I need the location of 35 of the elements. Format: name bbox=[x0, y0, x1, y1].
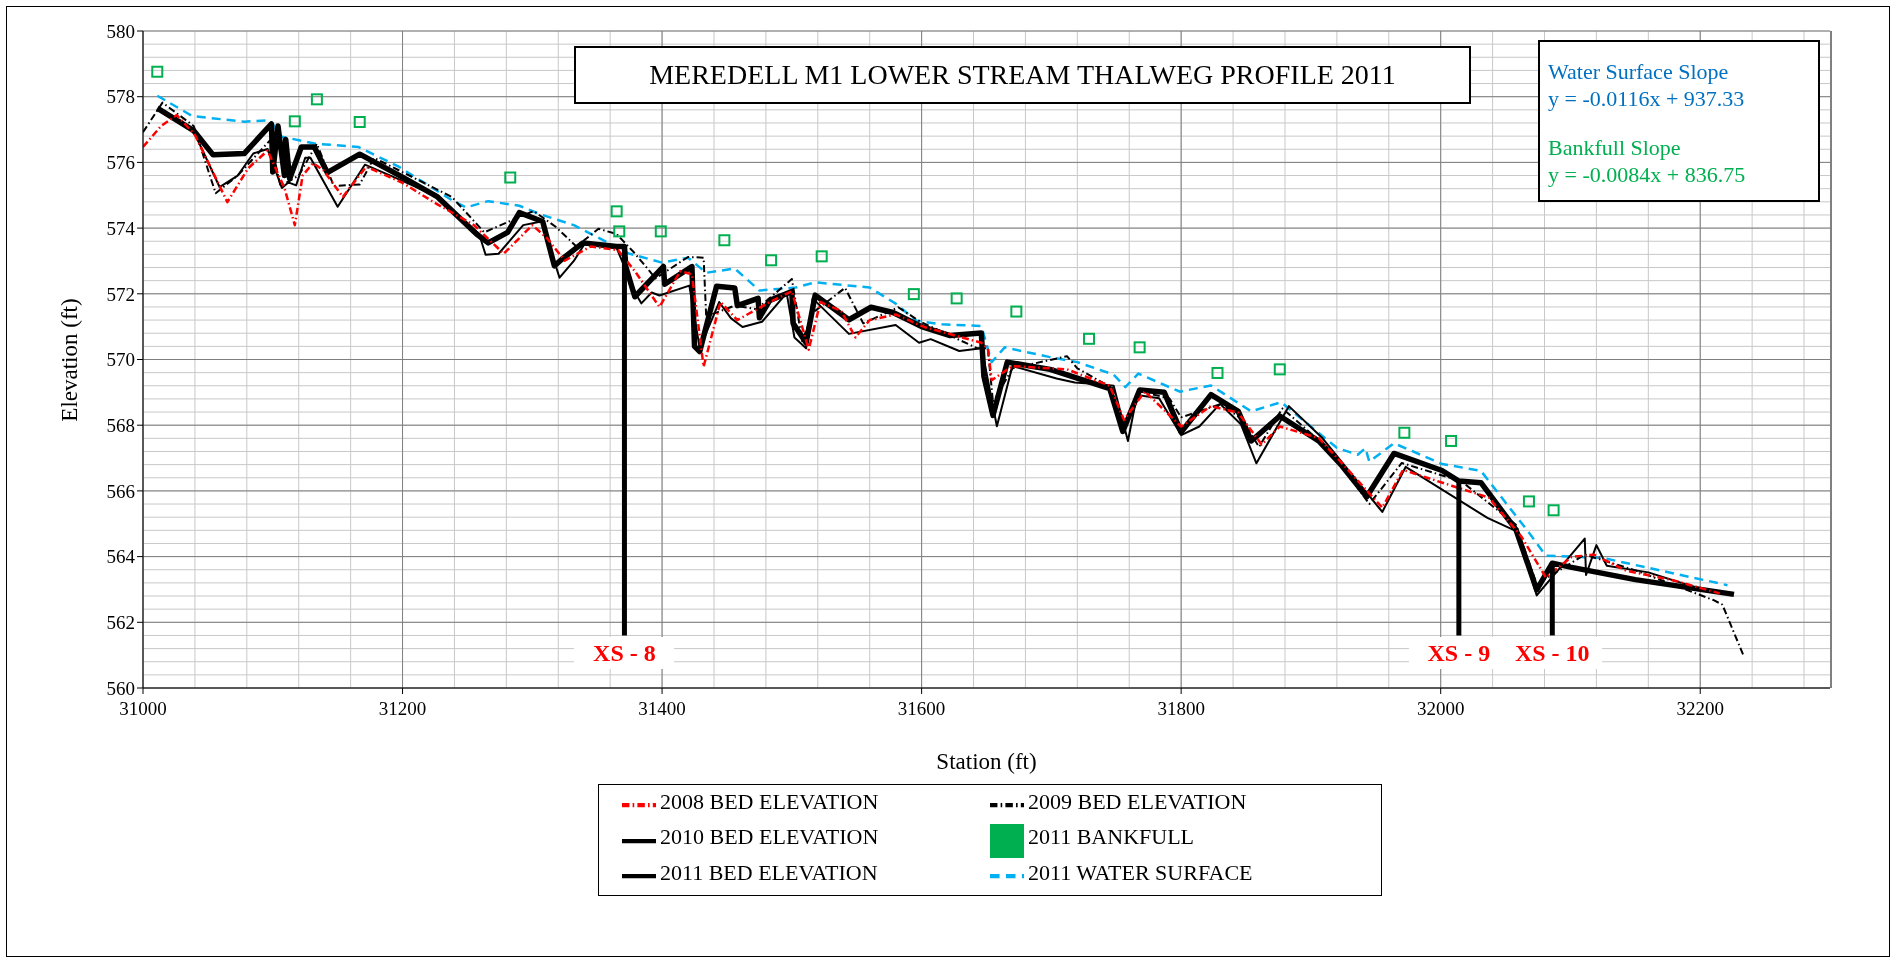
legend-label: 2011 BED ELEVATION bbox=[660, 858, 879, 887]
legend-label: 2011 BANKFULL bbox=[1028, 823, 1196, 852]
annotation: y = -0.0116x + 937.33 bbox=[1548, 85, 1746, 112]
legend-label: 2011 WATER SURFACE bbox=[1028, 858, 1254, 887]
y-tick-label: 578 bbox=[106, 86, 135, 108]
annotation: XS - 8 bbox=[593, 639, 656, 667]
y-tick-label: 560 bbox=[106, 677, 135, 699]
x-axis-title: Station (ft) bbox=[936, 749, 1037, 775]
y-tick-label: 568 bbox=[106, 414, 135, 436]
x-tick-label: 31800 bbox=[1157, 698, 1205, 720]
y-tick-label: 564 bbox=[106, 546, 136, 568]
legend-label: 2009 BED ELEVATION bbox=[1028, 788, 1248, 816]
legend-label: 2008 BED ELEVATION bbox=[660, 788, 880, 816]
y-tick-label: 580 bbox=[106, 20, 135, 42]
annotation: Water Surface Slope bbox=[1548, 58, 1730, 85]
x-tick-label: 31400 bbox=[638, 698, 686, 720]
y-tick-label: 572 bbox=[106, 283, 135, 305]
title-box: MEREDELL M1 LOWER STREAM THALWEG PROFILE 2011 bbox=[574, 46, 1471, 104]
y-axis-title: Elevation (ft) bbox=[57, 297, 83, 422]
x-tick-label: 31000 bbox=[119, 698, 167, 720]
y-tick-label: 562 bbox=[106, 612, 135, 634]
legend-label: 2010 BED ELEVATION bbox=[660, 823, 880, 852]
y-tick-label: 566 bbox=[106, 480, 135, 502]
x-tick-label: 31200 bbox=[378, 698, 427, 720]
annotation: XS - 10 bbox=[1514, 639, 1590, 667]
annotation: XS - 9 bbox=[1427, 639, 1491, 667]
x-tick-label: 32000 bbox=[1416, 698, 1465, 720]
annotation: Bankfull Slope bbox=[1548, 134, 1682, 161]
label-box: XS - 8 bbox=[574, 637, 675, 670]
y-tick-label: 570 bbox=[106, 349, 135, 371]
x-tick-label: 31600 bbox=[897, 698, 946, 720]
x-tick-label: 32200 bbox=[1676, 698, 1724, 720]
annotation: y = -0.0084x + 836.75 bbox=[1548, 161, 1747, 188]
y-tick-label: 576 bbox=[106, 152, 135, 174]
y-tick-label: 574 bbox=[106, 217, 136, 239]
